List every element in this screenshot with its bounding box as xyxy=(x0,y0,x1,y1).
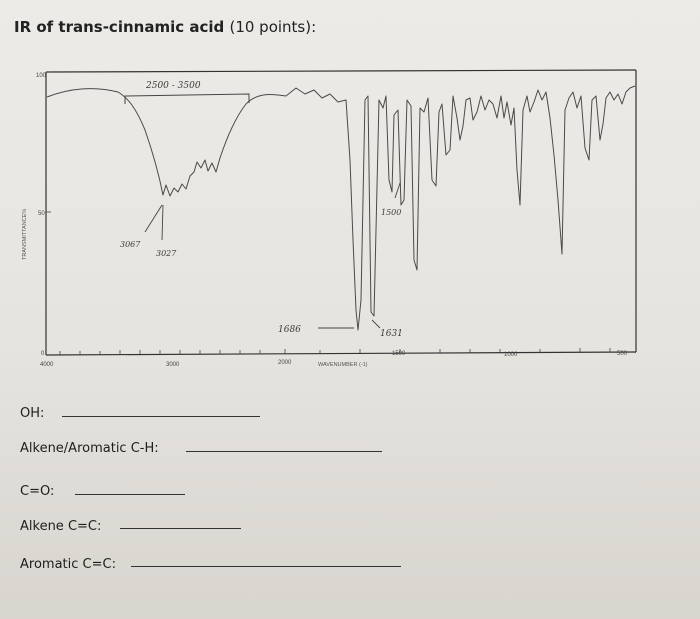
answer-line-alkene-cc[interactable] xyxy=(120,528,241,529)
title-points: (10 points): xyxy=(229,18,317,36)
spectrum-trace xyxy=(46,85,636,331)
annotation-1500: 1500 xyxy=(381,208,401,217)
question-alkene-aromatic-ch: Alkene/Aromatic C-H: xyxy=(20,441,159,456)
annotation-3027: 3027 xyxy=(156,249,177,258)
question-oh: OH: xyxy=(20,406,45,421)
question-aromatic-cc: Aromatic C=C: xyxy=(20,557,116,572)
y-tick-marks xyxy=(46,71,51,213)
y-tick-0: 0 xyxy=(41,351,45,357)
x-tick-4000: 4000 xyxy=(40,362,54,368)
annotation-3067: 3067 xyxy=(120,240,141,249)
peak-1631-leader xyxy=(371,319,381,329)
answer-line-co[interactable] xyxy=(75,494,185,495)
answer-line-aromatic-cc[interactable] xyxy=(131,566,401,567)
annotation-1631: 1631 xyxy=(380,329,403,339)
y-tick-100: 100 xyxy=(36,73,47,79)
x-tick-3000: 3000 xyxy=(166,362,180,368)
worksheet-title: IR of trans-cinnamic acid (10 points): xyxy=(14,18,316,36)
title-text: IR of trans-cinnamic acid xyxy=(14,18,225,36)
annotation-range: 2500 - 3500 xyxy=(145,81,201,91)
answer-line-oh[interactable] xyxy=(62,416,260,417)
y-tick-50: 50 xyxy=(38,211,45,217)
annotation-1686: 1686 xyxy=(278,325,301,335)
spectrum-frame xyxy=(45,69,637,356)
x-tick-500: 500 xyxy=(617,351,628,357)
x-tick-1500: 1500 xyxy=(392,351,406,357)
answer-line-alkene-aromatic-ch[interactable] xyxy=(186,451,382,452)
ir-spectrum: 100 50 0 TRANSMITTANCE% 4000 3000 2000 1… xyxy=(22,69,637,368)
y-axis-label: TRANSMITTANCE% xyxy=(22,209,28,260)
x-axis-label: WAVENUMBER (-1) xyxy=(318,362,368,368)
peak-1500-leader xyxy=(394,182,401,199)
range-bracket xyxy=(124,93,250,104)
x-tick-2000: 2000 xyxy=(278,360,292,366)
question-alkene-cc: Alkene C=C: xyxy=(20,519,102,534)
x-tick-marks xyxy=(59,348,611,355)
question-co: C=O: xyxy=(20,484,55,499)
peak-3067-leader xyxy=(144,204,164,241)
x-tick-1000: 1000 xyxy=(504,352,518,358)
